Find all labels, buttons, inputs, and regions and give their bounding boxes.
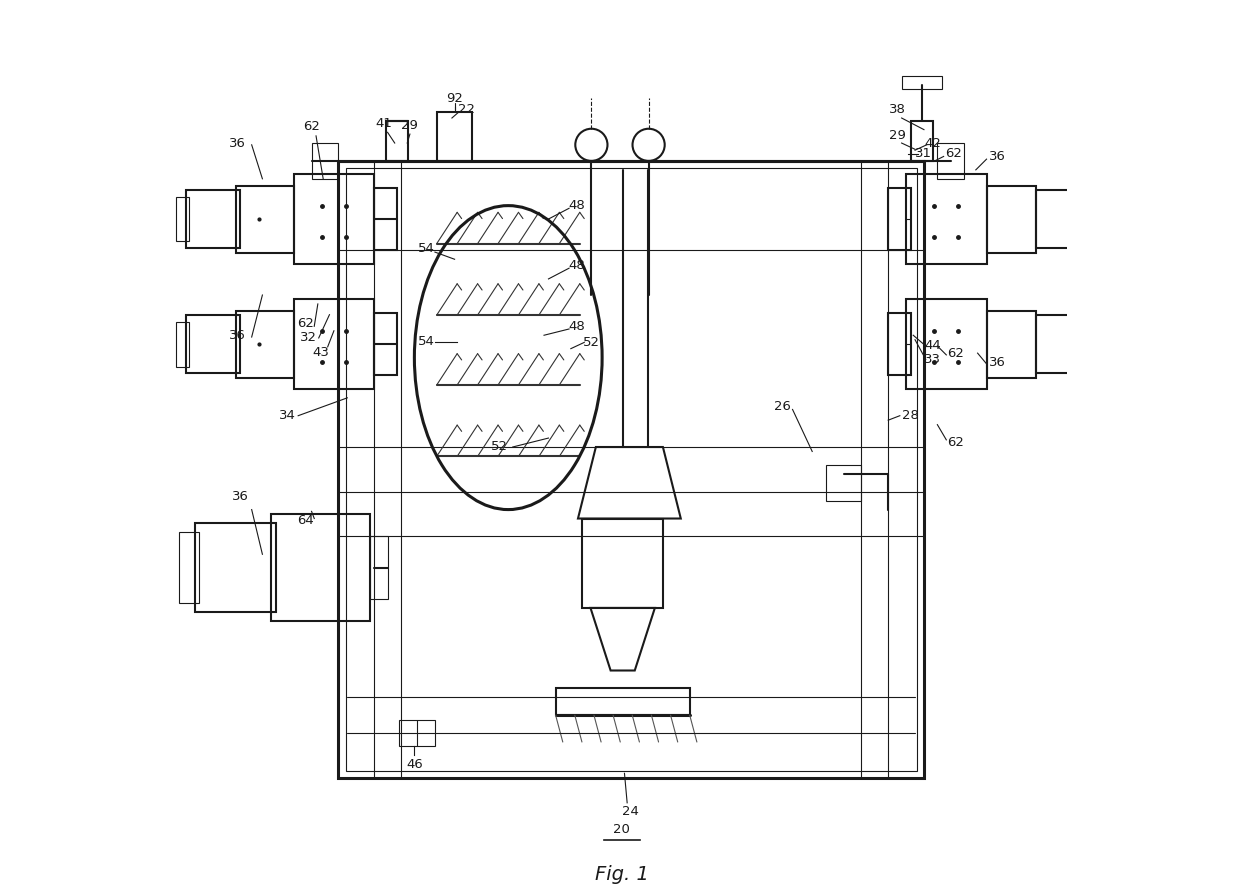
Bar	[186, 316, 241, 374]
Text: 29: 29	[889, 130, 905, 142]
Text: 54: 54	[418, 242, 434, 255]
Text: 26: 26	[774, 401, 791, 413]
Bar	[370, 536, 388, 599]
Bar	[346, 168, 916, 771]
Bar	[374, 161, 401, 778]
Text: 48: 48	[569, 259, 585, 272]
Text: 44: 44	[925, 340, 941, 352]
Text: 36: 36	[988, 356, 1006, 368]
Text: 41: 41	[376, 117, 392, 130]
Bar	[196, 523, 275, 612]
Bar	[906, 174, 987, 264]
Bar	[583, 519, 663, 608]
Bar	[386, 121, 408, 161]
Text: 52: 52	[491, 441, 508, 453]
Text: 62: 62	[947, 347, 963, 359]
Text: 22: 22	[458, 104, 475, 116]
Text: 48: 48	[569, 199, 585, 212]
Text: 42: 42	[925, 137, 941, 149]
Text: 54: 54	[418, 335, 434, 348]
Text: Fig. 1: Fig. 1	[595, 864, 649, 884]
Text: 28: 28	[903, 409, 919, 422]
Text: 29: 29	[401, 119, 418, 131]
Bar	[1035, 316, 1080, 374]
Bar	[1080, 322, 1094, 367]
Bar	[236, 186, 294, 252]
Bar	[399, 720, 435, 746]
Bar	[272, 514, 370, 621]
Text: 20: 20	[614, 823, 630, 836]
Text: 34: 34	[279, 409, 296, 422]
Bar	[906, 299, 987, 389]
Text: 92: 92	[446, 92, 463, 105]
Bar	[311, 143, 339, 179]
Text: 62: 62	[947, 436, 963, 449]
Text: 62: 62	[303, 121, 320, 133]
Bar	[556, 688, 689, 715]
Bar	[236, 311, 294, 378]
Bar	[176, 197, 188, 241]
Bar	[176, 322, 188, 367]
Text: 24: 24	[622, 805, 639, 818]
Bar	[987, 311, 1035, 378]
Bar	[374, 313, 397, 375]
Bar	[339, 161, 924, 778]
Bar	[1080, 197, 1094, 241]
Bar	[294, 174, 374, 264]
Text: 62: 62	[296, 317, 314, 330]
Text: 62: 62	[945, 148, 962, 160]
Text: 36: 36	[232, 490, 248, 502]
Text: 36: 36	[988, 150, 1006, 163]
Bar	[1035, 190, 1080, 248]
Bar	[186, 190, 241, 248]
Bar	[826, 465, 862, 501]
Text: 52: 52	[583, 336, 600, 349]
Bar	[180, 532, 198, 603]
Text: 36: 36	[229, 137, 246, 149]
Text: 64: 64	[296, 514, 314, 527]
Bar	[436, 112, 472, 161]
Bar	[294, 299, 374, 389]
Text: 33: 33	[924, 353, 941, 366]
Bar	[888, 188, 910, 250]
Text: 46: 46	[405, 758, 423, 771]
Text: 48: 48	[569, 320, 585, 333]
Bar	[862, 161, 888, 778]
Text: 31: 31	[915, 148, 932, 160]
Bar	[374, 188, 397, 250]
Text: 38: 38	[889, 103, 905, 115]
Bar	[910, 121, 932, 161]
Bar	[888, 313, 910, 375]
Text: 32: 32	[300, 332, 317, 344]
Text: 43: 43	[312, 346, 329, 358]
Bar	[901, 76, 942, 89]
Bar	[937, 143, 965, 179]
Bar	[987, 186, 1035, 252]
Text: 36: 36	[229, 329, 246, 342]
